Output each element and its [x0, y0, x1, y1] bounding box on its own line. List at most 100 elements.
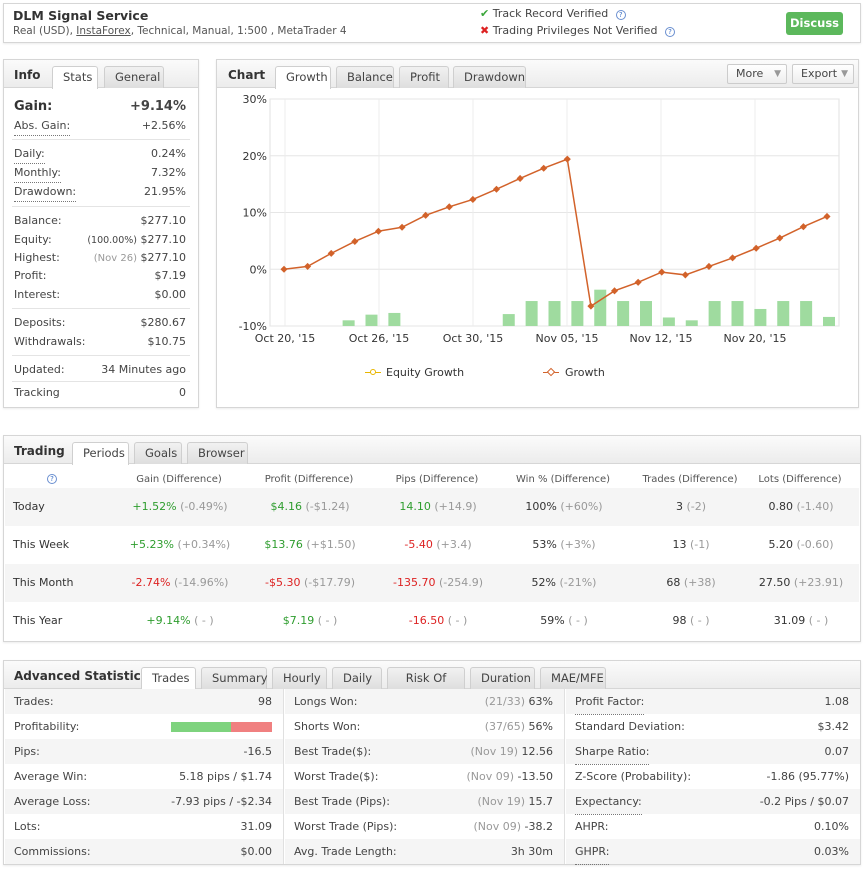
stat-row: Average Win: 5.18 pips / $1.74 [5, 764, 284, 789]
tab-summary[interactable]: Summary [201, 667, 268, 689]
col-header-lots: Lots (Difference) [758, 474, 842, 485]
help-icon[interactable]: ? [664, 27, 675, 37]
stat-value-text: -13.50 [517, 770, 553, 783]
equity-value-group: (100.00%) $277.10 [87, 231, 186, 250]
stat-row: Pips: -16.5 [5, 739, 284, 764]
stat-value-text: $0.00 [240, 845, 273, 858]
volume-bar [388, 312, 401, 326]
gain-value: +9.14% [130, 99, 186, 114]
stat-row: Shorts Won: (37/65) 56% [285, 714, 565, 739]
updated-value: 34 Minutes ago [101, 363, 186, 376]
trades-difference: (-1) [689, 538, 710, 551]
stat-label: Profitability: [14, 720, 80, 733]
advanced-tabbar: Advanced Statistics Trades Summary Hourl… [4, 661, 860, 705]
more-button[interactable]: More ▼ [727, 64, 787, 84]
tab-balance[interactable]: Balance [336, 66, 394, 88]
legend-growth[interactable]: Growth [565, 366, 605, 379]
stat-label: Commissions: [14, 845, 91, 858]
profit-difference: (+$1.50) [306, 538, 356, 551]
growth-point [799, 223, 807, 231]
x-tick-label: Oct 20, '15 [255, 332, 316, 345]
stat-row: Profitability: [5, 714, 284, 739]
discuss-button[interactable]: Discuss [786, 12, 843, 35]
lots-difference: ( - ) [808, 614, 829, 627]
volume-bar [502, 314, 515, 326]
table-cell-trades: 13 (-1) [623, 526, 759, 564]
stat-label: Shorts Won: [294, 720, 361, 733]
tab-trades[interactable]: Trades [141, 667, 196, 690]
stat-label: GHPR: [575, 839, 610, 865]
growth-point [610, 287, 619, 295]
tab-mae-mfe[interactable]: MAE/MFE [540, 667, 606, 689]
tab-stats[interactable]: Stats [52, 66, 98, 89]
tab-browser[interactable]: Browser [187, 442, 248, 464]
equity-row: Equity: (100.00%) $277.10 [14, 231, 186, 249]
x-tick-label: Nov 12, '15 [630, 332, 693, 345]
deposits-label: Deposits: [14, 316, 66, 329]
stat-value: (Nov 09) -38.2 [473, 814, 553, 839]
tab-general[interactable]: General [104, 66, 164, 88]
tracking-row: Tracking 0 [14, 384, 186, 402]
trades-value: 3 [675, 500, 683, 513]
trading-privileges-label: Trading Privileges Not Verified [492, 24, 658, 37]
divider [12, 206, 190, 207]
stat-value: $0.00 [241, 839, 273, 864]
trading-header: ? Gain (Difference) Profit (Difference) … [4, 464, 860, 488]
profit-label: Profit: [14, 269, 47, 282]
tab-profit[interactable]: Profit [399, 66, 449, 88]
growth-chart: 30% 20% 10% 0% -10%Oct 20, '15 Oct 26, '15 Oct… [239, 93, 840, 345]
stat-row: Profit Factor: 1.08 [566, 689, 860, 715]
growth-point [823, 212, 831, 221]
y-tick-label: 10% [243, 207, 267, 220]
x-tick-label: Nov 20, '15 [724, 332, 787, 345]
table-row: This Week +5.23% (+0.34%) $13.76 (+$1.50) -… [5, 526, 859, 564]
export-button[interactable]: Export ▼ [792, 64, 854, 84]
stat-value: -16.5 [244, 739, 272, 764]
stat-row: Best Trade (Pips): (Nov 19) 15.7 [285, 789, 565, 814]
cross-icon: ✖ [480, 24, 490, 37]
table-cell-pips: -135.70 (-254.9) [373, 564, 503, 602]
lots-value: 31.09 [773, 614, 806, 627]
tab-goals[interactable]: Goals [134, 442, 182, 464]
info-title: Info [14, 68, 41, 82]
legend-equity-growth[interactable]: Equity Growth [386, 366, 465, 379]
tab-hourly[interactable]: Hourly [272, 667, 327, 689]
stat-value-text: -7.93 pips / -$2.34 [171, 795, 272, 808]
stat-value-text: $3.42 [817, 720, 850, 733]
trading-privileges-status: ✖ Trading Privileges Not Verified ? [480, 24, 675, 37]
advanced-title: Advanced Statistics [14, 669, 148, 683]
info-panel: Info Stats General Gain: +9.14% Abs. Gai… [3, 59, 199, 408]
help-icon[interactable]: ? [47, 474, 57, 484]
volume-bar [777, 301, 790, 326]
table-row: This Month -2.74% (-14.96%) -$5.30 (-$17.7… [5, 564, 859, 602]
tab-risk-of-ruin[interactable]: Risk Of Ruin [387, 667, 465, 705]
legend-equity-growth-icon [365, 369, 381, 377]
broker-link[interactable]: InstaForex [76, 25, 131, 37]
stat-row: Best Trade($): (Nov 19) 12.56 [285, 739, 565, 764]
interest-label: Interest: [14, 288, 61, 301]
trades-difference: (+38) [683, 576, 716, 589]
win-value: 59% [540, 614, 565, 627]
stat-value-text: 12.56 [521, 745, 554, 758]
tab-growth[interactable]: Growth [275, 66, 331, 89]
stat-value: 31.09 [241, 814, 273, 839]
tab-drawdown[interactable]: Drawdown [453, 66, 526, 88]
help-icon[interactable]: ? [615, 10, 626, 20]
gain-row: Gain: +9.14% [14, 97, 186, 117]
divider [12, 381, 190, 382]
tab-duration[interactable]: Duration [470, 667, 535, 689]
stat-label: Pips: [14, 745, 40, 758]
stat-label: Average Loss: [14, 795, 91, 808]
stat-value-text: 1.08 [824, 695, 850, 708]
tab-periods[interactable]: Periods [72, 442, 129, 465]
col-header-profit: Profit (Difference) [264, 474, 354, 485]
highest-date: (Nov 26) [93, 253, 137, 264]
stat-value-text: 63% [528, 695, 553, 708]
stat-value: (21/33) 63% [485, 689, 553, 714]
chart-title: Chart [228, 68, 266, 82]
daily-value: 0.24% [151, 147, 186, 160]
stat-row: Average Loss: -7.93 pips / -$2.34 [5, 789, 284, 814]
lots-value: 5.20 [768, 538, 793, 551]
growth-point [374, 227, 382, 235]
tab-daily[interactable]: Daily [332, 667, 382, 689]
